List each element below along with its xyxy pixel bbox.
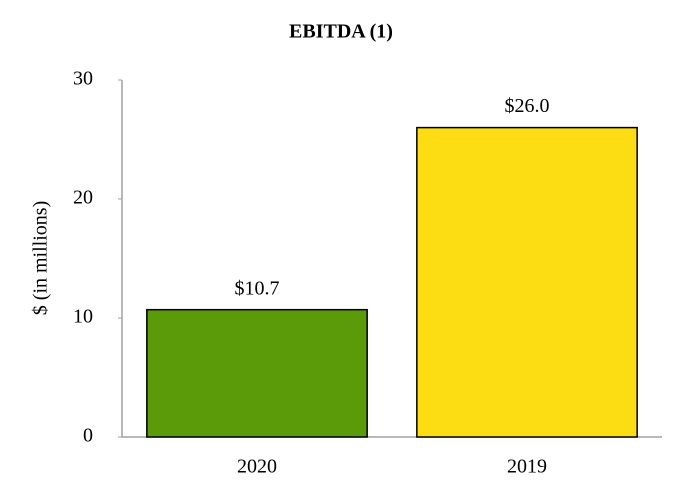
y-axis-label: $ (in millions) — [30, 201, 52, 315]
y-tick-label: 20 — [73, 187, 93, 209]
bar — [416, 126, 638, 438]
x-tick-label: 2020 — [237, 456, 277, 478]
x-tick-label: 2019 — [507, 456, 547, 478]
value-label: $10.7 — [235, 277, 280, 299]
bar — [146, 308, 368, 438]
chart-title: EBITDA (1) — [289, 21, 393, 43]
y-tick-label: 0 — [83, 425, 93, 447]
y-tick-label: 30 — [73, 68, 93, 90]
value-label: $26.0 — [505, 95, 550, 117]
y-tick-label: 10 — [73, 306, 93, 328]
